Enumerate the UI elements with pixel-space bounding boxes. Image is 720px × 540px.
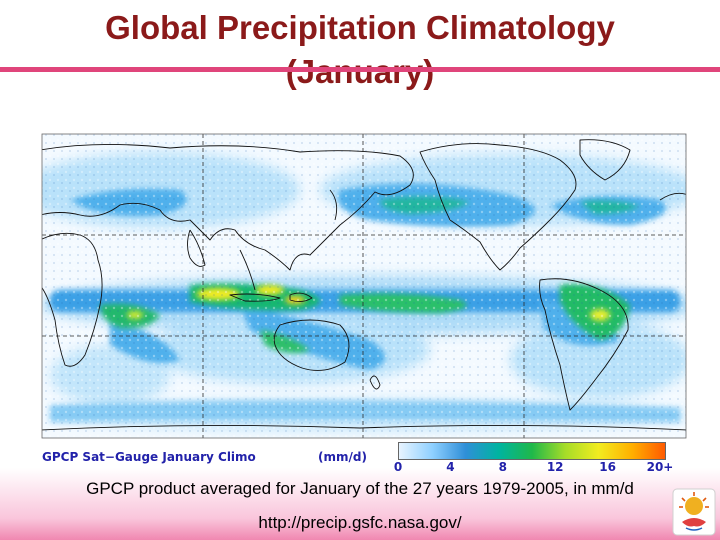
precipitation-world-map [41, 133, 687, 439]
slide-title: Global Precipitation Climatology (Januar… [60, 6, 660, 94]
slide-caption: GPCP product averaged for January of the… [86, 479, 634, 498]
organization-logo [672, 488, 716, 536]
coastlines [42, 139, 686, 431]
map-frame [41, 133, 687, 439]
title-underline-bar [0, 67, 720, 72]
bottom-gradient-band [0, 468, 720, 540]
source-url: http://precip.gsfc.nasa.gov/ [258, 513, 462, 532]
precipitation-colorbar [398, 442, 666, 460]
colorbar-tick-label: 0 [393, 460, 403, 474]
colorbar-tick-label: 20+ [646, 460, 674, 474]
colorbar-tick-label: 4 [446, 460, 455, 474]
colorbar-tick-label: 12 [546, 460, 564, 474]
texture-overlay [42, 134, 686, 438]
title-line-1: Global Precipitation Climatology [105, 9, 615, 46]
colorbar-tick-label: 16 [599, 460, 616, 474]
precipitation-map-figure: GPCP Sat−Gauge January Climo (mm/d) 0 4 8 1… [40, 130, 688, 478]
colorbar-tick-label: 8 [498, 460, 507, 474]
map-units-label: (mm/d) [318, 450, 367, 464]
rainfall-field [42, 134, 686, 438]
map-product-label: GPCP Sat−Gauge January Climo [42, 450, 256, 464]
lat-lon-grid [42, 134, 686, 438]
